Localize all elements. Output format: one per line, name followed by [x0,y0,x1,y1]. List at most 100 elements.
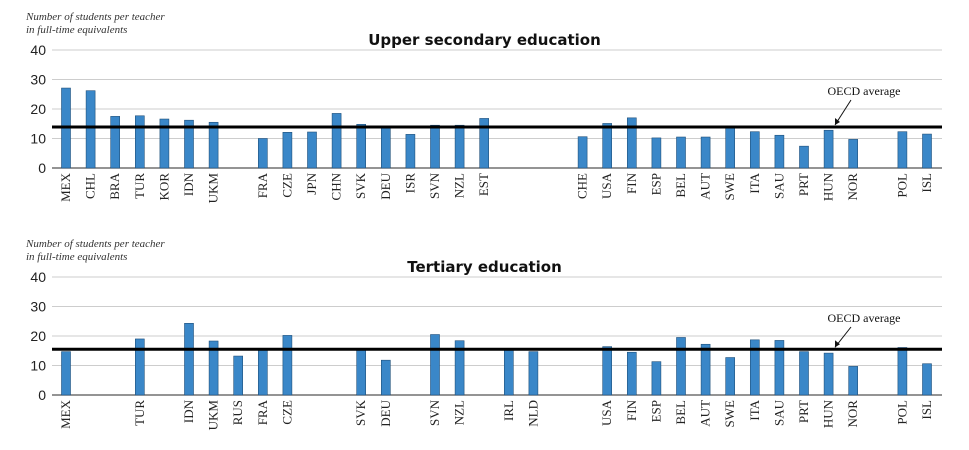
bar-rus [233,355,243,396]
bar-svn [430,334,440,396]
bar-esp [651,361,662,396]
x-tick-label: BRA [107,172,122,199]
bar-idn [184,119,194,169]
bar-kor [159,118,170,169]
x-tick-label: ISL [919,173,934,193]
x-tick-label: ESP [648,400,663,422]
bar-hun [823,352,834,396]
x-tick-label: FRA [255,399,270,425]
bar-ita [749,339,760,396]
y-tick-label: 10 [30,131,46,147]
tertiary-plot: 0 10 20 30 40 MEX TUR IDN UKM RUS FRA CZE SVK DEU SVN N… [30,269,942,431]
x-tick-label: NOR [845,173,860,201]
x-tick-label: HUN [821,399,836,428]
bar-svk [356,124,367,169]
y-tick-label: 20 [30,328,46,344]
bar-isl [922,133,932,169]
bar-aut [700,343,711,396]
bar-fra [257,138,268,169]
y-tick-label: 40 [30,269,46,285]
chart-title: Tertiary education [407,258,562,276]
x-tick-label: POL [894,400,909,425]
x-tick-label: FIN [624,399,639,421]
bar-nor [848,139,859,169]
x-tick-label: NZL [452,400,467,425]
x-tick-label: IRL [501,400,516,421]
bar-prt [799,351,809,396]
x-tick-label: SVN [427,172,442,199]
bar-fin [626,117,637,169]
bar-nzl [454,340,465,396]
x-tick-label: DEU [378,399,393,426]
bar-bel [676,337,686,396]
x-tick-label: FIN [624,172,639,194]
x-tick-label: NZL [452,173,467,198]
x-tick-label: SAU [771,172,786,199]
x-tick-label: SWE [722,173,737,201]
x-tick-label: BEL [673,173,688,198]
annotation-arrowhead [835,340,840,348]
bar-swe [725,127,736,169]
bar-pol [897,347,908,396]
x-tick-label: NOR [845,400,860,428]
bar-pol [897,131,908,169]
bar-che [577,136,588,169]
x-tick-label: SVK [353,399,368,426]
bar-nzl [454,124,465,169]
bar-mex [61,351,71,396]
x-tick-label: IDN [181,399,196,423]
y-tick-label: 30 [30,72,46,88]
bar-isr [405,134,416,169]
bar-chl [85,90,96,169]
oecd-average-annotation: OECD average [828,311,901,325]
upper-secondary-chart: Number of students per teacher in full-t… [26,11,942,203]
bar-usa [602,123,613,169]
annotation-arrowhead [835,117,840,125]
y-axis-label: Number of students per teacher in full-t… [26,238,165,263]
x-tick-label: IDN [181,172,196,196]
bar-cze [282,335,293,396]
x-tick-label: MEX [58,399,73,429]
x-tick-label: USA [599,172,614,199]
bar-deu [380,126,391,169]
bar-fra [257,348,268,396]
bar-nld [528,351,539,396]
x-tick-label: FRA [255,172,270,198]
y-tick-label: 10 [30,358,46,374]
bar-idn [184,323,194,396]
y-tick-label: 0 [38,160,46,176]
x-tick-label: TUR [132,173,147,199]
x-tick-label: ITA [747,399,762,420]
bar-svn [430,124,440,169]
x-tick-label: AUT [698,173,713,200]
x-tick-label: UKM [206,400,221,431]
x-tick-label: ISL [919,400,934,420]
bar-chn [331,113,342,169]
x-tick-label: CZE [279,400,294,425]
x-tick-label: RUS [230,400,245,425]
bar-ukm [208,121,219,169]
x-tick-label: JPN [304,172,319,194]
tertiary-chart: Number of students per teacher in full-t… [0,227,969,450]
oecd-average-annotation: OECD average [828,84,901,98]
bar-cze [282,132,293,169]
x-tick-label: PRT [796,173,811,196]
bar-jpn [307,131,317,169]
x-tick-label: EST [476,173,491,196]
chart-title: Upper secondary education [368,31,601,49]
bar-tur [135,338,145,396]
y-tick-label: 20 [30,101,46,117]
bar-aut [700,136,711,169]
x-tick-label: MEX [58,172,73,202]
x-tick-label: USA [599,399,614,426]
x-tick-label: CHL [83,173,98,199]
bar-deu [380,359,391,396]
bar-ukm [208,340,219,396]
x-tick-label: SAU [771,399,786,426]
y-tick-label: 40 [30,42,46,58]
x-tick-label: ITA [747,172,762,193]
bar-ita [749,131,760,169]
bar-bra [110,116,120,169]
x-tick-label: NLD [525,400,540,427]
x-tick-label: CHN [329,172,344,200]
